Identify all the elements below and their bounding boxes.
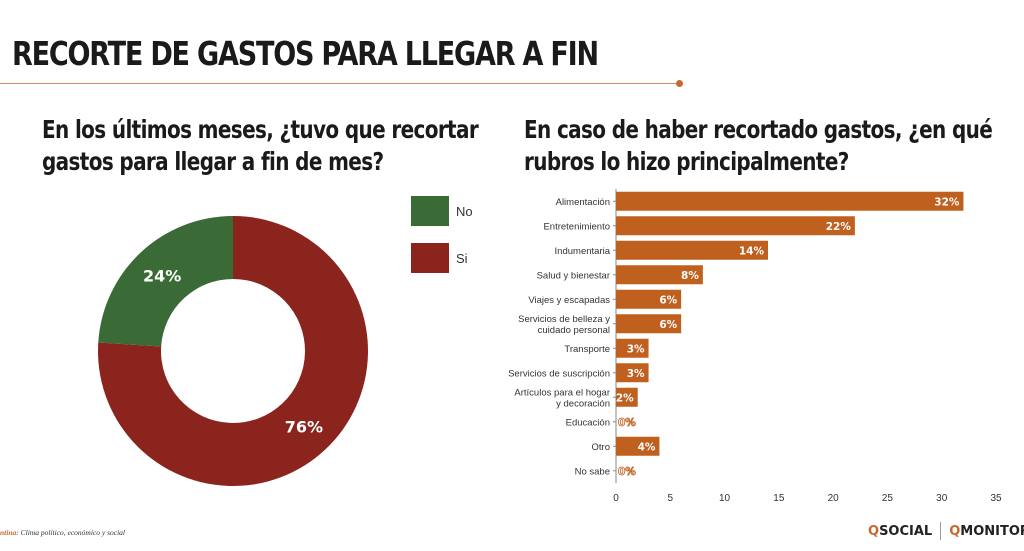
y-tick-label: No sabe xyxy=(575,466,610,477)
bar-value-label: 22% xyxy=(826,221,852,233)
legend-item-si: Si xyxy=(411,243,468,273)
bar-value-label: 14% xyxy=(739,245,765,257)
x-tick-label: 10 xyxy=(719,493,731,504)
bar-question: En caso de haber recortado gastos, ¿en q… xyxy=(524,114,993,178)
x-tick-label: 30 xyxy=(936,493,948,504)
legend-item-no: No xyxy=(411,196,473,226)
y-tick-label: Salud y bienestar xyxy=(537,270,610,281)
donut-question: En los últimos meses, ¿tuvo que recortar… xyxy=(42,114,479,178)
bar-value-label: 3% xyxy=(627,343,645,355)
bar xyxy=(616,216,855,236)
y-tick-label: Servicios de belleza y cuidado personal xyxy=(518,314,610,336)
legend-swatch-no xyxy=(411,196,449,226)
qsocial-logo: QSOCIAL xyxy=(868,523,933,539)
bar-value-label: 6% xyxy=(659,294,677,306)
source-text: Clima político, económico y social xyxy=(18,528,125,537)
y-tick-label: Transporte xyxy=(564,344,610,355)
x-tick-label: 5 xyxy=(668,493,674,504)
page-title: RECORTE DE GASTOS PARA LLEGAR A FIN xyxy=(12,34,599,73)
y-tick-label: Otro xyxy=(592,442,610,453)
footer-logos: QSOCIAL QMONITOR xyxy=(868,522,1024,540)
donut-question-line-1: En los últimos meses, ¿tuvo que recortar xyxy=(42,115,479,144)
x-tick-label: 20 xyxy=(828,493,840,504)
donut-slice-si xyxy=(98,216,369,486)
x-tick-label: 25 xyxy=(882,493,894,504)
bar xyxy=(616,363,649,383)
bar-question-line-2: rubros lo hizo principalmente? xyxy=(524,147,849,176)
bar xyxy=(616,289,682,309)
bar-value-label: 8% xyxy=(681,270,699,282)
bar-value-label: 3% xyxy=(627,368,645,380)
donut-question-line-2: gastos para llegar a fin de mes? xyxy=(42,147,384,176)
bar xyxy=(616,265,703,285)
x-tick-label: 15 xyxy=(773,493,785,504)
title-divider xyxy=(0,83,676,84)
bar-value-label: 6% xyxy=(659,319,677,331)
y-tick-label: Entretenimiento xyxy=(543,221,610,232)
bar-value-label: 2% xyxy=(616,392,634,404)
y-tick-label: Alimentación xyxy=(556,197,610,208)
bar-value-label: 4% xyxy=(638,441,656,453)
bar xyxy=(616,436,660,456)
y-tick-label: Educación xyxy=(566,417,610,428)
bar-question-line-1: En caso de haber recortado gastos, ¿en q… xyxy=(524,115,993,144)
donut-label-no: 24% xyxy=(143,267,181,286)
source-label: ntina: xyxy=(0,528,19,537)
bar xyxy=(616,338,649,358)
source-note: ntina: Clima político, económico y socia… xyxy=(0,528,125,537)
bar-value-label: 32% xyxy=(934,196,960,208)
bar-value-label: 0% xyxy=(618,417,636,429)
bar xyxy=(616,191,964,211)
title-divider-dot xyxy=(676,80,683,87)
bar xyxy=(616,314,682,334)
bar-value-label: 0% xyxy=(618,466,636,478)
logo-separator xyxy=(940,522,942,540)
bar xyxy=(616,240,768,260)
x-tick-label: 0 xyxy=(613,493,619,504)
donut-slice-no xyxy=(98,216,233,347)
y-tick-label: Indumentaria xyxy=(555,246,611,257)
legend-label-si: Si xyxy=(456,250,468,266)
bar xyxy=(616,387,638,407)
y-tick-label: Servicios de suscripción xyxy=(508,368,610,379)
y-tick-label: Viajes y escapadas xyxy=(528,295,610,306)
x-tick-label: 35 xyxy=(990,493,1002,504)
qmonitor-logo: QMONITOR xyxy=(949,523,1024,539)
legend-swatch-si xyxy=(411,243,449,273)
legend-label-no: No xyxy=(456,203,473,219)
y-tick-label: Artículos para el hogar y decoración xyxy=(514,387,610,409)
donut-label-si: 76% xyxy=(285,417,323,436)
